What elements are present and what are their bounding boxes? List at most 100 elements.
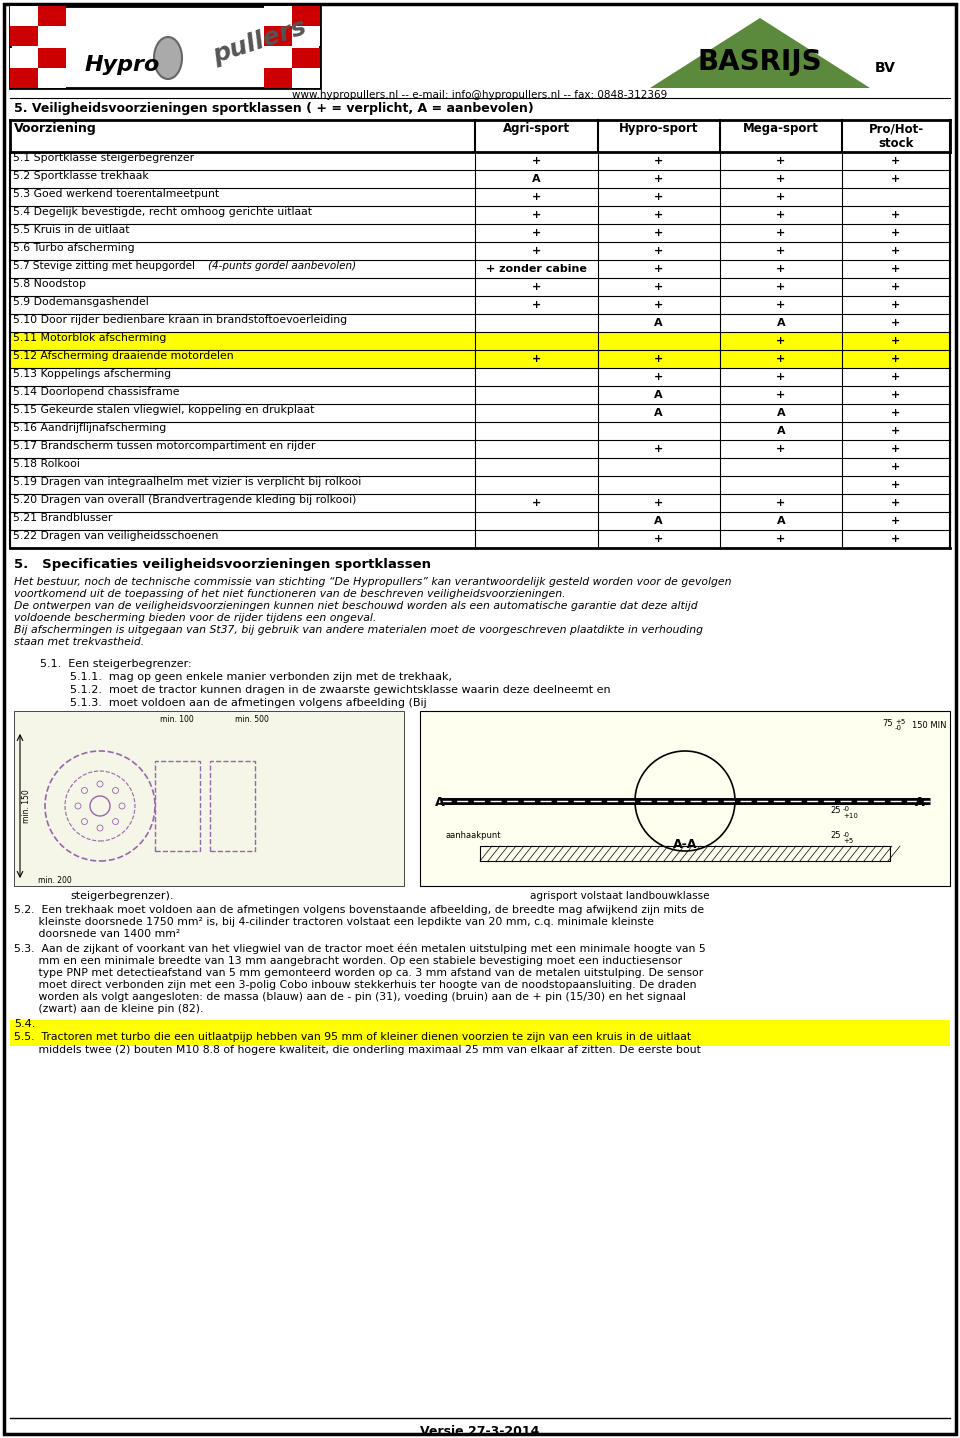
Text: middels twee (2) bouten M10 8.8 of hogere kwaliteit, die onderling maximaal 25 m: middels twee (2) bouten M10 8.8 of hoger… — [14, 1045, 701, 1055]
Bar — [10, 457, 950, 476]
Text: +: + — [654, 301, 663, 311]
Bar — [10, 68, 38, 88]
Text: 5.3 Goed werkend toerentalmeetpunt: 5.3 Goed werkend toerentalmeetpunt — [13, 188, 219, 198]
Text: (4-punts gordel aanbevolen): (4-punts gordel aanbevolen) — [208, 262, 356, 270]
Text: 5.10 Door rijder bedienbare kraan in brandstoftoevoerleiding: 5.10 Door rijder bedienbare kraan in bra… — [13, 315, 348, 325]
Text: Bij afschermingen is uitgegaan van St37, bij gebruik van andere materialen moet : Bij afschermingen is uitgegaan van St37,… — [14, 626, 703, 636]
Text: +: + — [891, 354, 900, 364]
Text: +: + — [532, 229, 541, 239]
Text: mm en een minimale breedte van 13 mm aangebracht worden. Op een stabiele bevesti: mm en een minimale breedte van 13 mm aan… — [14, 956, 683, 966]
Bar — [10, 313, 950, 332]
Text: 5.5.  Tractoren met turbo die een uitlaatpijp hebben van 95 mm of kleiner dienen: 5.5. Tractoren met turbo die een uitlaat… — [14, 1032, 691, 1043]
Bar — [10, 421, 950, 440]
Text: worden als volgt aangesloten: de massa (blauw) aan de - pin (31), voeding (bruin: worden als volgt aangesloten: de massa (… — [14, 992, 685, 1002]
Bar — [10, 206, 950, 224]
Text: -0: -0 — [843, 833, 850, 838]
Text: 25: 25 — [830, 807, 841, 815]
Bar — [10, 6, 320, 88]
Text: 5.18 Rolkooi: 5.18 Rolkooi — [13, 459, 80, 469]
Text: Pro/Hot-
stock: Pro/Hot- stock — [869, 122, 924, 150]
Bar — [10, 152, 950, 170]
Text: steigerbegrenzer).: steigerbegrenzer). — [70, 892, 174, 902]
Text: 5.9 Dodemansgashendel: 5.9 Dodemansgashendel — [13, 298, 149, 306]
Text: +5: +5 — [843, 838, 853, 844]
Bar — [10, 170, 950, 188]
Text: (zwart) aan de kleine pin (82).: (zwart) aan de kleine pin (82). — [14, 1004, 204, 1014]
Text: + zonder cabine: + zonder cabine — [486, 265, 587, 275]
Text: Het bestuur, noch de technische commissie van stichting “De Hypropullers” kan ve: Het bestuur, noch de technische commissi… — [14, 577, 732, 587]
Text: +: + — [891, 516, 900, 526]
Text: voldoende bescherming bieden voor de rijder tijdens een ongeval.: voldoende bescherming bieden voor de rij… — [14, 613, 376, 623]
Text: A: A — [655, 390, 663, 400]
Text: min. 100: min. 100 — [160, 715, 194, 723]
Text: +: + — [532, 246, 541, 256]
Polygon shape — [650, 19, 870, 88]
Text: 5.4.: 5.4. — [14, 1020, 36, 1030]
Text: +: + — [777, 372, 785, 383]
Text: 5.2 Sportklasse trekhaak: 5.2 Sportklasse trekhaak — [13, 171, 149, 181]
Text: +: + — [532, 210, 541, 220]
Text: +: + — [891, 498, 900, 508]
Bar — [10, 495, 950, 512]
Text: 5.6 Turbo afscherming: 5.6 Turbo afscherming — [13, 243, 134, 253]
Text: +: + — [777, 229, 785, 239]
Text: 5.21 Brandblusser: 5.21 Brandblusser — [13, 513, 112, 523]
Text: 5.7 Stevige zitting met heupgordel: 5.7 Stevige zitting met heupgordel — [13, 262, 199, 270]
Text: 5.1.3.  moet voldoen aan de afmetingen volgens afbeelding (Bij: 5.1.3. moet voldoen aan de afmetingen vo… — [70, 697, 427, 707]
Text: +: + — [777, 533, 785, 544]
Bar — [264, 47, 292, 68]
Text: +: + — [654, 229, 663, 239]
Bar — [10, 47, 38, 68]
Bar — [10, 260, 950, 278]
Text: 5.12 Afscherming draaiende motordelen: 5.12 Afscherming draaiende motordelen — [13, 351, 233, 361]
Bar — [10, 512, 950, 531]
Text: +: + — [777, 193, 785, 201]
Bar — [10, 6, 38, 26]
Text: +10: +10 — [843, 812, 858, 820]
Text: +: + — [654, 193, 663, 201]
Text: 5.13 Koppelings afscherming: 5.13 Koppelings afscherming — [13, 370, 171, 380]
Text: 5.15 Gekeurde stalen vliegwiel, koppeling en drukplaat: 5.15 Gekeurde stalen vliegwiel, koppelin… — [13, 406, 314, 416]
Bar — [10, 1020, 950, 1032]
Text: +: + — [777, 282, 785, 292]
Text: 5.11 Motorblok afscherming: 5.11 Motorblok afscherming — [13, 334, 166, 344]
Text: +: + — [654, 354, 663, 364]
Text: +: + — [891, 301, 900, 311]
Bar — [292, 68, 320, 88]
Bar — [155, 761, 200, 851]
Text: +: + — [532, 301, 541, 311]
Bar — [38, 26, 66, 46]
Text: +: + — [777, 301, 785, 311]
Text: +: + — [654, 444, 663, 454]
Text: A: A — [655, 408, 663, 418]
Text: +: + — [532, 282, 541, 292]
Text: 5.5 Kruis in de uitlaat: 5.5 Kruis in de uitlaat — [13, 224, 130, 234]
Bar — [10, 119, 950, 152]
Text: 5.   Specificaties veiligheidsvoorzieningen sportklassen: 5. Specificaties veiligheidsvoorzieninge… — [14, 558, 431, 571]
Text: BV: BV — [875, 60, 896, 75]
Text: +: + — [777, 210, 785, 220]
Bar — [292, 26, 320, 46]
Text: www.hypropullers.nl -- e-mail: info@hypropullers.nl -- fax: 0848-312369: www.hypropullers.nl -- e-mail: info@hypr… — [293, 91, 667, 101]
Text: 5.1.2.  moet de tractor kunnen dragen in de zwaarste gewichtsklasse waarin deze : 5.1.2. moet de tractor kunnen dragen in … — [70, 684, 611, 695]
Bar — [264, 6, 292, 26]
Text: +: + — [891, 408, 900, 418]
Text: +: + — [777, 498, 785, 508]
Bar — [10, 368, 950, 385]
Text: A: A — [655, 318, 663, 328]
Ellipse shape — [154, 37, 182, 79]
Text: +: + — [532, 354, 541, 364]
Text: +: + — [777, 155, 785, 165]
Text: Agri-sport: Agri-sport — [503, 122, 570, 135]
Bar — [264, 26, 292, 46]
Bar — [10, 296, 950, 313]
Text: +: + — [654, 174, 663, 184]
Bar — [480, 846, 890, 861]
Bar — [10, 440, 950, 457]
Text: +: + — [654, 533, 663, 544]
Text: A: A — [777, 408, 785, 418]
Text: +: + — [654, 210, 663, 220]
Text: Hypro-sport: Hypro-sport — [619, 122, 698, 135]
Text: +: + — [777, 265, 785, 275]
Text: BASRIJS: BASRIJS — [698, 47, 823, 76]
